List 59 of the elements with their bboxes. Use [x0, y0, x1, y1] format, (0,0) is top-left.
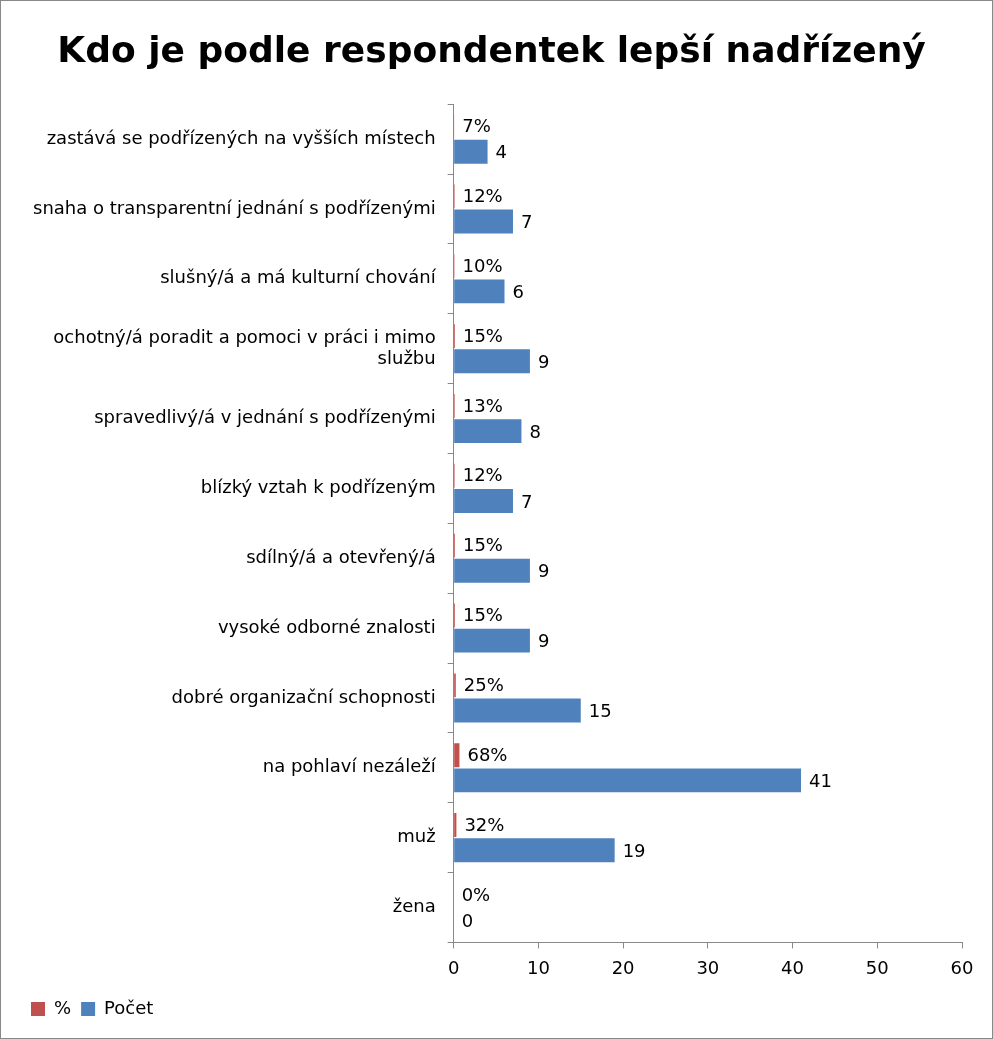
bar: [454, 279, 505, 304]
bar: [454, 813, 457, 837]
data-label: 9: [537, 630, 550, 652]
data-label: 9: [537, 350, 550, 372]
x-tick-label: 10: [526, 956, 550, 978]
x-tick-label: 60: [950, 956, 974, 978]
data-label: 7: [520, 490, 533, 512]
y-tick-label: žena: [392, 895, 436, 917]
y-tick-label: vysoké odborné znalosti: [217, 615, 436, 637]
data-label: 0%: [461, 883, 491, 905]
data-label: 4: [495, 141, 508, 163]
chart-title: Kdo je podle respondentek lepší nadřízený: [57, 28, 926, 70]
bar: [454, 768, 802, 793]
data-label: 15%: [462, 324, 503, 346]
data-label: 10%: [462, 254, 503, 276]
data-label: 0: [461, 909, 474, 931]
data-label: 7: [520, 211, 533, 233]
bar: [454, 628, 530, 653]
y-tick-label: zastává se podřízených na vyšších místech: [46, 126, 436, 148]
bar: [454, 838, 615, 863]
data-label: 19: [622, 839, 646, 861]
bar: [454, 489, 513, 513]
y-tick-label: snaha o transparentní jednání s podřízenými: [33, 196, 436, 218]
data-label: 68%: [467, 743, 508, 765]
y-tick-label: slušný/á a má kulturní chování: [160, 266, 437, 288]
bar: [454, 743, 460, 768]
bar: [454, 419, 522, 444]
bar: [454, 209, 513, 234]
data-label: 25%: [463, 674, 504, 696]
data-label: 41: [809, 770, 832, 792]
data-label: 7%: [462, 115, 491, 137]
data-label: 8: [529, 420, 541, 442]
bar: [454, 349, 530, 374]
data-label: 12%: [462, 185, 503, 207]
y-tick-label: na pohlaví nezáleží: [262, 755, 437, 777]
x-tick-label: 0: [447, 956, 460, 978]
bar: [454, 698, 581, 723]
data-label: 13%: [462, 394, 503, 416]
x-tick-label: 20: [611, 956, 635, 978]
data-label: 6: [512, 281, 524, 303]
y-tick-label: blízký vztah k podřízeným: [200, 476, 436, 498]
data-label: 12%: [462, 464, 503, 486]
y-tick-label: muž: [397, 825, 436, 847]
data-label: 15: [588, 700, 612, 722]
data-label: 15%: [462, 604, 503, 626]
data-label: 15%: [462, 534, 503, 556]
x-tick-label: 50: [865, 956, 889, 978]
bar: [454, 139, 488, 164]
bar: [454, 558, 530, 583]
legend-label: %: [54, 996, 72, 1018]
data-label: 32%: [464, 813, 505, 835]
y-tick-label: spravedlivý/á v jednání s podřízenými: [94, 406, 436, 428]
y-tick-label: ochotný/á poradit a pomoci v práci i mimo službu: [53, 325, 436, 369]
x-tick-label: 30: [696, 956, 720, 978]
legend-label: Počet: [104, 996, 154, 1018]
data-label: 9: [537, 560, 550, 582]
y-tick-label: sdílný/á a otevřený/á: [246, 545, 436, 567]
y-tick-label: dobré organizační schopnosti: [171, 685, 436, 707]
x-tick-label: 40: [781, 956, 805, 978]
